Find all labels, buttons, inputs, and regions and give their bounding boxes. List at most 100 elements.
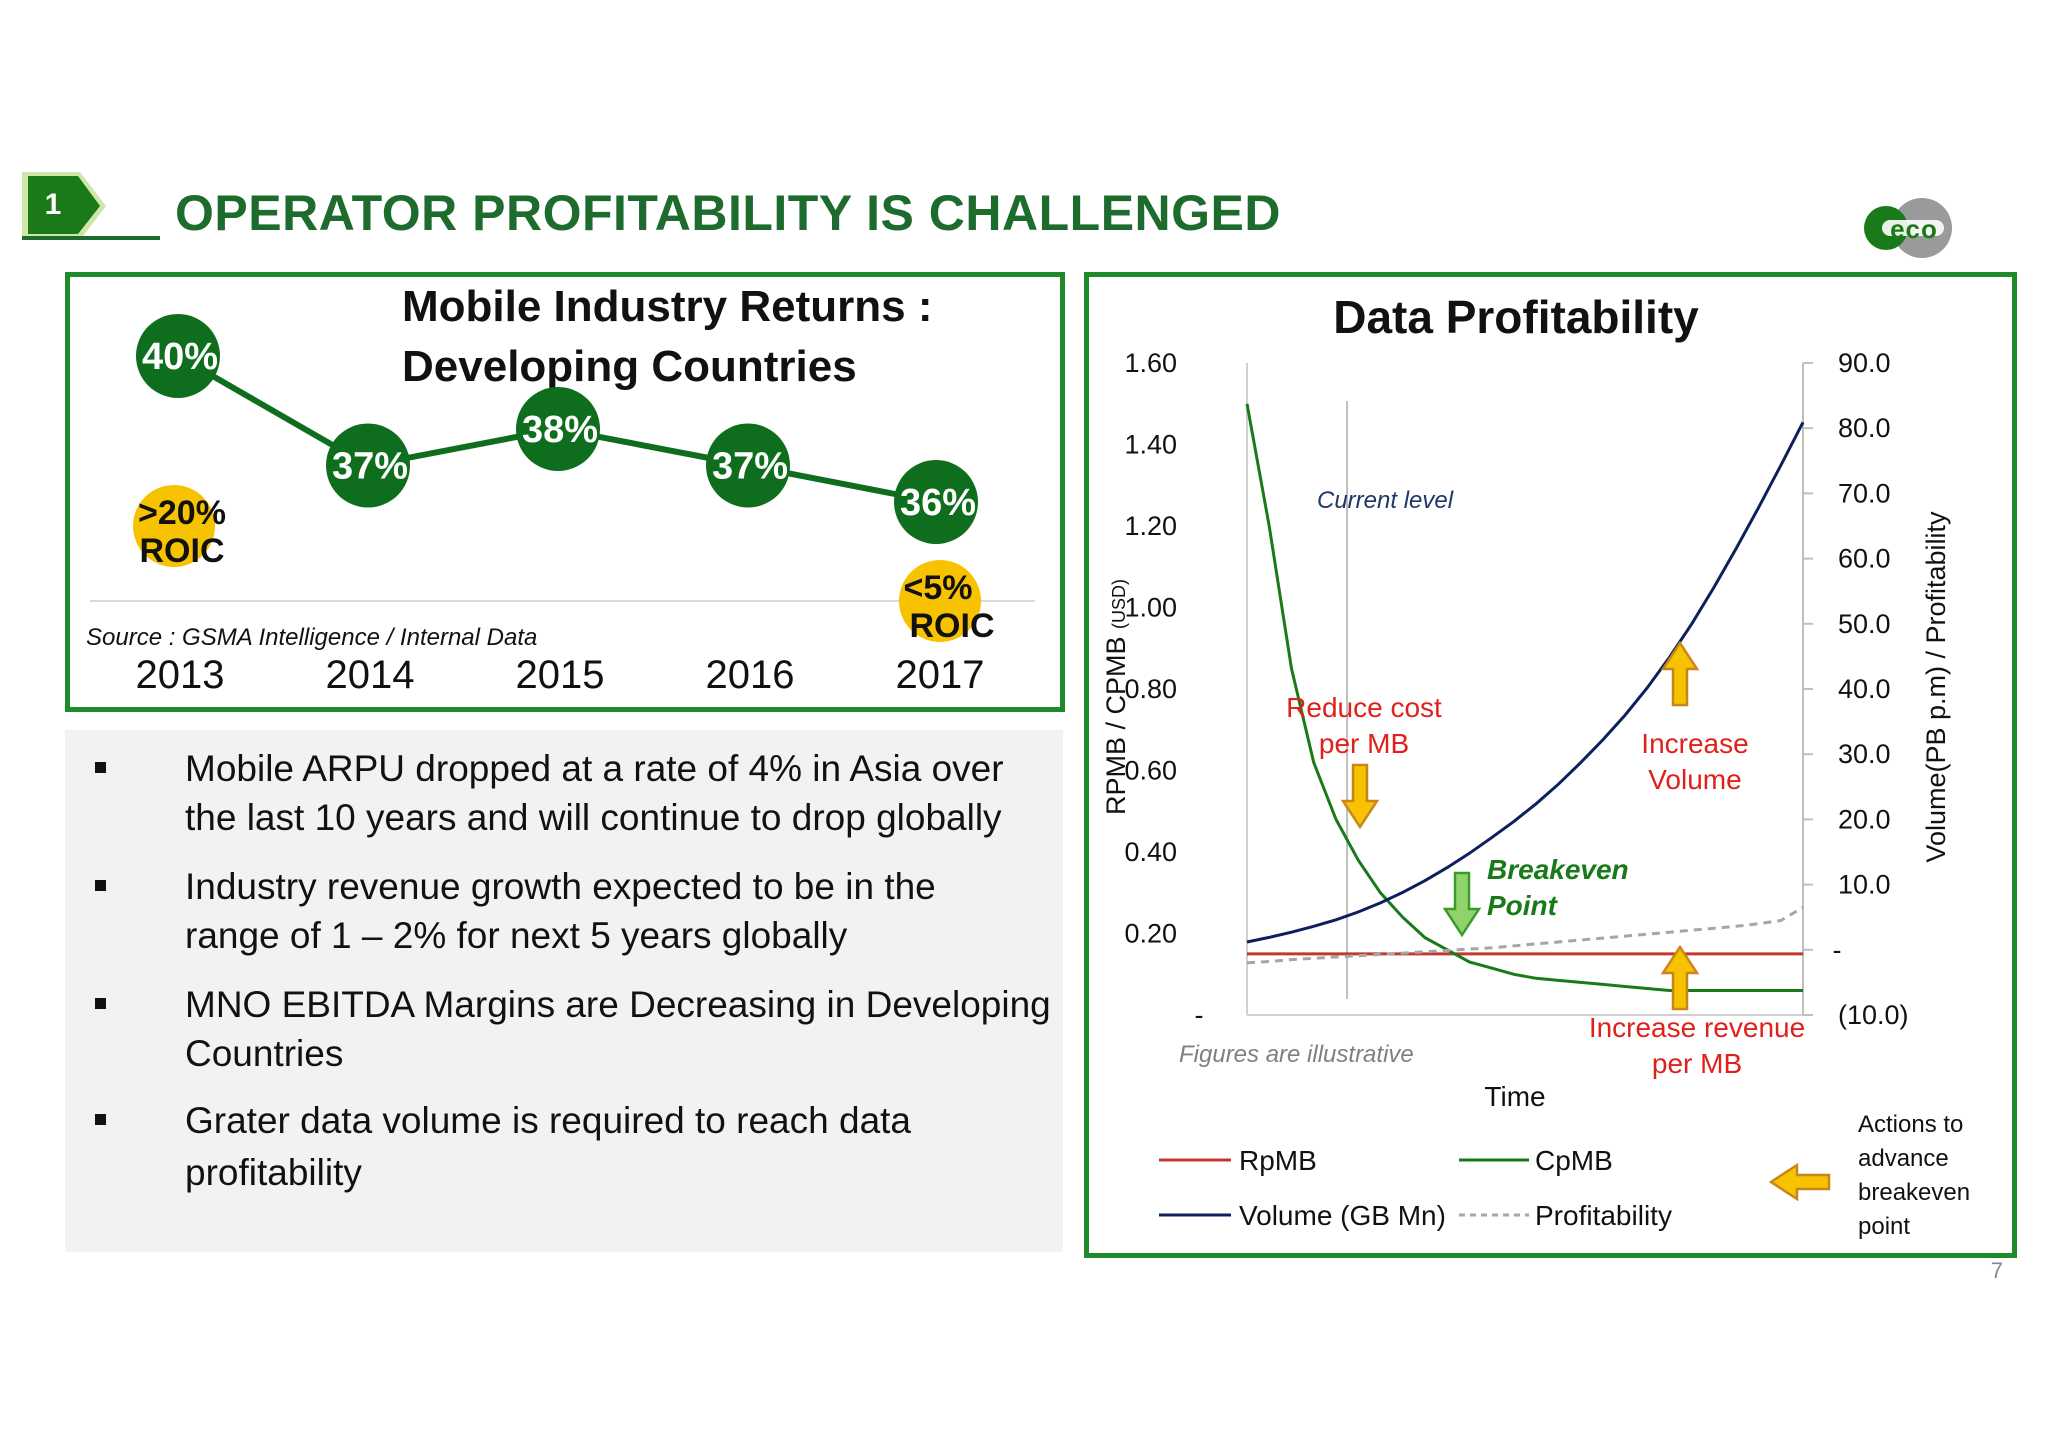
badge-shape — [22, 172, 106, 240]
increase-volume-label-2: Volume — [1648, 764, 1741, 795]
mobile-returns-panel — [65, 272, 1065, 712]
illustrative-note: Figures are illustrative — [1179, 1041, 1414, 1068]
right-tick-label: 80.0 — [1838, 413, 1891, 443]
returns-data-label: 37% — [332, 446, 408, 488]
left-tick-label: 0.80 — [1124, 674, 1177, 704]
bullet-marker — [95, 1114, 106, 1125]
actions-note-line: breakeven — [1858, 1179, 1970, 1206]
left-chart-title-2: Developing Countries — [402, 342, 857, 391]
year-tick-label: 2014 — [326, 653, 415, 697]
page-title: OPERATOR PROFITABILITY IS CHALLENGED — [175, 185, 1282, 241]
right-tick-label: 90.0 — [1838, 348, 1891, 378]
bullet-marker — [95, 762, 106, 773]
year-tick-label: 2013 — [136, 653, 225, 697]
right-axis-label: Volume(PB p.m) / Profitability — [1921, 511, 1951, 863]
left-tick-label: 1.20 — [1124, 511, 1177, 541]
right-tick-label: 50.0 — [1838, 609, 1891, 639]
year-tick-label: 2017 — [896, 653, 985, 697]
right-tick-label: - — [1833, 935, 1842, 965]
legend-label: RpMB — [1239, 1145, 1317, 1176]
current-level-label: Current level — [1317, 487, 1454, 514]
breakeven-label-2: Point — [1487, 890, 1559, 921]
bullet-2-line1: Industry revenue growth expected to be i… — [185, 866, 936, 907]
series-line-volume-gb-mn — [1246, 421, 1805, 944]
bullet-marker — [95, 880, 106, 891]
returns-data-label: 38% — [522, 409, 598, 451]
returns-point — [706, 423, 790, 508]
returns-data-label: 36% — [900, 482, 976, 524]
increase-revenue-label: Increase revenue — [1589, 1012, 1805, 1043]
right-chart-title: Data Profitability — [1333, 291, 1699, 343]
left-tick-label: 1.60 — [1124, 348, 1177, 378]
bullet-4-line2: profitability — [185, 1152, 362, 1193]
right-tick-label: (10.0) — [1838, 1000, 1909, 1030]
left-tick-label: 1.40 — [1124, 430, 1177, 460]
roic-value: <5% — [904, 569, 973, 607]
page-number: 7 — [1990, 1258, 2003, 1283]
section-badge: 1 — [18, 168, 108, 244]
legend-label: CpMB — [1535, 1145, 1613, 1176]
returns-data-label: 37% — [712, 446, 788, 488]
increase-volume-arrow — [1660, 640, 1700, 707]
right-tick-label: 10.0 — [1838, 870, 1891, 900]
returns-point — [326, 423, 410, 508]
bullet-3-line2: Countries — [185, 1033, 344, 1074]
left-tick-label: 0.60 — [1124, 756, 1177, 786]
year-tick-label: 2015 — [516, 653, 605, 697]
left-chart-source: Source : GSMA Intelligence / Internal Da… — [86, 624, 538, 651]
breakeven-label: Breakeven — [1487, 854, 1629, 885]
returns-point — [894, 460, 978, 544]
key-points-box: Mobile ARPU dropped at a rate of 4% in A… — [65, 730, 1063, 1252]
roic-value: >20% — [138, 494, 226, 532]
right-tick-label: 60.0 — [1838, 544, 1891, 574]
logo-text: eco — [1890, 214, 1938, 244]
right-tick-label: 70.0 — [1838, 478, 1891, 508]
right-tick-label: 40.0 — [1838, 674, 1891, 704]
left-axis-unit: (USD) — [1109, 579, 1129, 629]
breakeven-arrow — [1442, 871, 1482, 938]
reduce-cost-label-2: per MB — [1319, 728, 1409, 759]
actions-note-line: advance — [1858, 1145, 1949, 1172]
roic-bubble — [133, 485, 215, 567]
returns-data-label: 40% — [142, 336, 218, 378]
roic-label: ROIC — [140, 532, 225, 570]
bullet-3-line1: MNO EBITDA Margins are Decreasing in Dev… — [185, 984, 1051, 1025]
right-tick-label: 20.0 — [1838, 804, 1891, 834]
left-tick-label: 0.20 — [1124, 919, 1177, 949]
header-underline — [22, 236, 160, 240]
bullet-1-line2: the last 10 years and will continue to d… — [185, 797, 1002, 838]
actions-note-line: Actions to — [1858, 1111, 1963, 1138]
bullet-marker — [95, 998, 106, 1009]
series-line-cpmb — [1245, 403, 1803, 992]
data-profitability-panel — [1084, 272, 2017, 1258]
reduce-cost-label: Reduce cost — [1286, 692, 1442, 723]
bullet-1-line1: Mobile ARPU dropped at a rate of 4% in A… — [185, 748, 1004, 789]
left-axis-label: RPMB / CPMB (USD) — [1101, 579, 1131, 815]
increase-volume-label: Increase — [1641, 728, 1748, 759]
bullet-4-line1: Grater data volume is required to reach … — [185, 1100, 911, 1141]
eco-logo: eco — [1860, 196, 1960, 260]
year-tick-label: 2016 — [706, 653, 795, 697]
roic-label: ROIC — [910, 607, 995, 645]
actions-arrow — [1768, 1162, 1831, 1202]
section-number: 1 — [44, 188, 62, 221]
right-tick-label: 30.0 — [1838, 739, 1891, 769]
legend-label: Volume (GB Mn) — [1239, 1200, 1446, 1231]
x-axis-label: Time — [1484, 1081, 1545, 1112]
left-chart-title-1: Mobile Industry Returns : — [402, 282, 933, 331]
data-profitability-chart: Data Profitability 1.60 1.40 1.20 1.00 0.80 0.… — [1101, 291, 1970, 1240]
left-axis-title: RPMB / CPMB — [1101, 629, 1131, 815]
bullet-2-line2: range of 1 – 2% for next 5 years globall… — [185, 915, 848, 956]
returns-point — [516, 387, 600, 471]
returns-point — [136, 314, 220, 398]
legend-label: Profitability — [1535, 1200, 1672, 1231]
left-tick-label: 0.40 — [1124, 837, 1177, 867]
roic-bubble — [899, 560, 981, 642]
left-tick-label: 1.00 — [1124, 593, 1177, 623]
reduce-cost-arrow — [1340, 763, 1380, 830]
series-line-profitability — [1246, 906, 1804, 965]
increase-revenue-label-2: per MB — [1652, 1048, 1742, 1079]
increase-revenue-arrow — [1660, 944, 1700, 1011]
actions-note-line: point — [1858, 1213, 1910, 1240]
